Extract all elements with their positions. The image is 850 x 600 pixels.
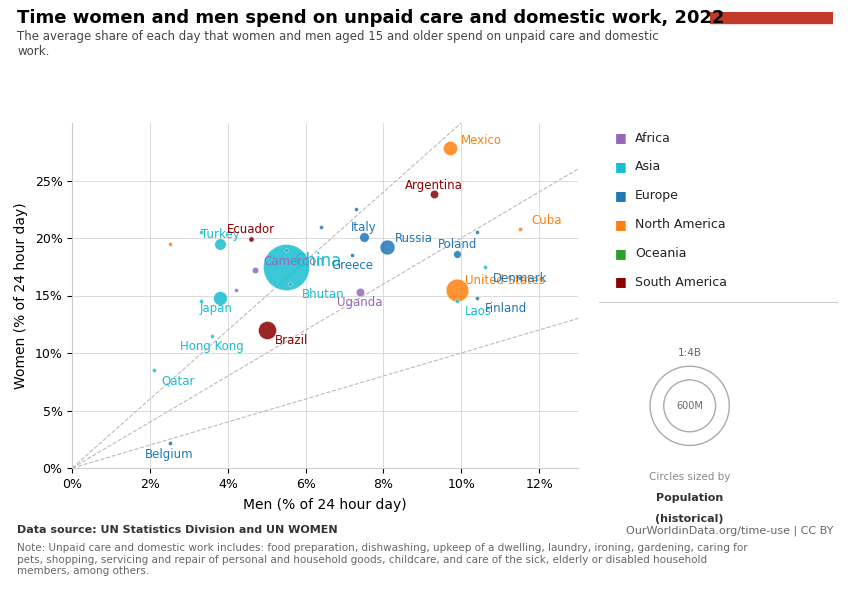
Point xyxy=(349,205,363,214)
Point xyxy=(478,262,491,272)
Text: ■: ■ xyxy=(615,160,626,173)
Text: Asia: Asia xyxy=(635,160,661,173)
Point xyxy=(354,287,367,297)
Y-axis label: Women (% of 24 hour day): Women (% of 24 hour day) xyxy=(14,202,28,389)
Point xyxy=(162,438,176,448)
Text: United States: United States xyxy=(465,274,546,287)
Point xyxy=(428,190,441,199)
Point xyxy=(450,285,464,295)
Text: Africa: Africa xyxy=(635,131,671,145)
Point xyxy=(443,143,456,153)
Point xyxy=(346,250,360,260)
Text: Argentina: Argentina xyxy=(405,179,463,191)
Text: ■: ■ xyxy=(615,247,626,260)
Text: Denmark: Denmark xyxy=(492,272,547,285)
Point xyxy=(357,232,371,242)
Text: Bhutan: Bhutan xyxy=(302,288,344,301)
Text: ■: ■ xyxy=(615,218,626,231)
Point xyxy=(260,325,274,335)
Text: South America: South America xyxy=(635,275,727,289)
Point xyxy=(314,222,328,232)
Point xyxy=(450,296,464,306)
Text: The average share of each day that women and men aged 15 and older spend on unpa: The average share of each day that women… xyxy=(17,30,659,58)
Text: Brazil: Brazil xyxy=(275,334,308,347)
Text: Note: Unpaid care and domestic work includes: food preparation, dishwashing, upk: Note: Unpaid care and domestic work incl… xyxy=(17,543,748,576)
Text: Mexico: Mexico xyxy=(462,134,502,147)
Point xyxy=(194,227,207,237)
Text: Europe: Europe xyxy=(635,189,679,202)
Text: in Data: in Data xyxy=(750,54,792,64)
Text: Cuba: Cuba xyxy=(531,214,562,227)
Text: Time women and men spend on unpaid care and domestic work, 2022: Time women and men spend on unpaid care … xyxy=(17,9,724,27)
Point xyxy=(162,239,176,248)
Text: North America: North America xyxy=(635,218,726,231)
Point xyxy=(450,250,464,259)
Text: Russia: Russia xyxy=(395,232,434,245)
Text: Finland: Finland xyxy=(484,302,527,314)
Text: OurWorldinData.org/time-use | CC BY: OurWorldinData.org/time-use | CC BY xyxy=(626,525,833,535)
Text: ■: ■ xyxy=(615,189,626,202)
Point xyxy=(280,262,293,272)
Point xyxy=(248,265,262,275)
Text: Oceania: Oceania xyxy=(635,247,687,260)
Text: Japan: Japan xyxy=(200,302,233,314)
Text: Our World: Our World xyxy=(741,35,801,46)
Text: ■: ■ xyxy=(615,275,626,289)
Text: Population: Population xyxy=(656,493,723,503)
Text: Laos: Laos xyxy=(465,305,492,318)
Text: Qatar: Qatar xyxy=(162,374,196,387)
Text: Uganda: Uganda xyxy=(337,296,382,309)
Text: Greece: Greece xyxy=(332,259,373,272)
Text: China: China xyxy=(294,252,341,270)
Point xyxy=(245,235,258,244)
Text: Cameroon: Cameroon xyxy=(263,254,324,268)
Text: 1:4B: 1:4B xyxy=(677,349,701,358)
Text: Belgium: Belgium xyxy=(145,448,194,461)
Text: Ecuador: Ecuador xyxy=(227,223,275,236)
Point xyxy=(213,293,227,302)
Text: ■: ■ xyxy=(615,131,626,145)
Point xyxy=(206,331,219,341)
Text: Circles sized by: Circles sized by xyxy=(649,472,730,482)
Text: Poland: Poland xyxy=(438,238,477,251)
Text: Italy: Italy xyxy=(351,221,377,234)
X-axis label: Men (% of 24 hour day): Men (% of 24 hour day) xyxy=(243,497,407,512)
Text: Data source: UN Statistics Division and UN WOMEN: Data source: UN Statistics Division and … xyxy=(17,525,337,535)
Point xyxy=(283,279,297,289)
Text: Hong Kong: Hong Kong xyxy=(180,340,244,353)
Point xyxy=(229,285,242,295)
Point xyxy=(194,296,207,306)
Point xyxy=(381,242,394,252)
Point xyxy=(513,274,526,283)
Text: Turkey: Turkey xyxy=(201,228,240,241)
Point xyxy=(513,224,526,233)
Point xyxy=(147,365,161,375)
Point xyxy=(470,227,484,237)
Bar xyxy=(710,12,833,23)
Point xyxy=(280,245,293,254)
Text: (historical): (historical) xyxy=(655,514,724,524)
Text: 600M: 600M xyxy=(677,401,703,411)
Point xyxy=(470,293,484,302)
Point xyxy=(213,239,227,248)
